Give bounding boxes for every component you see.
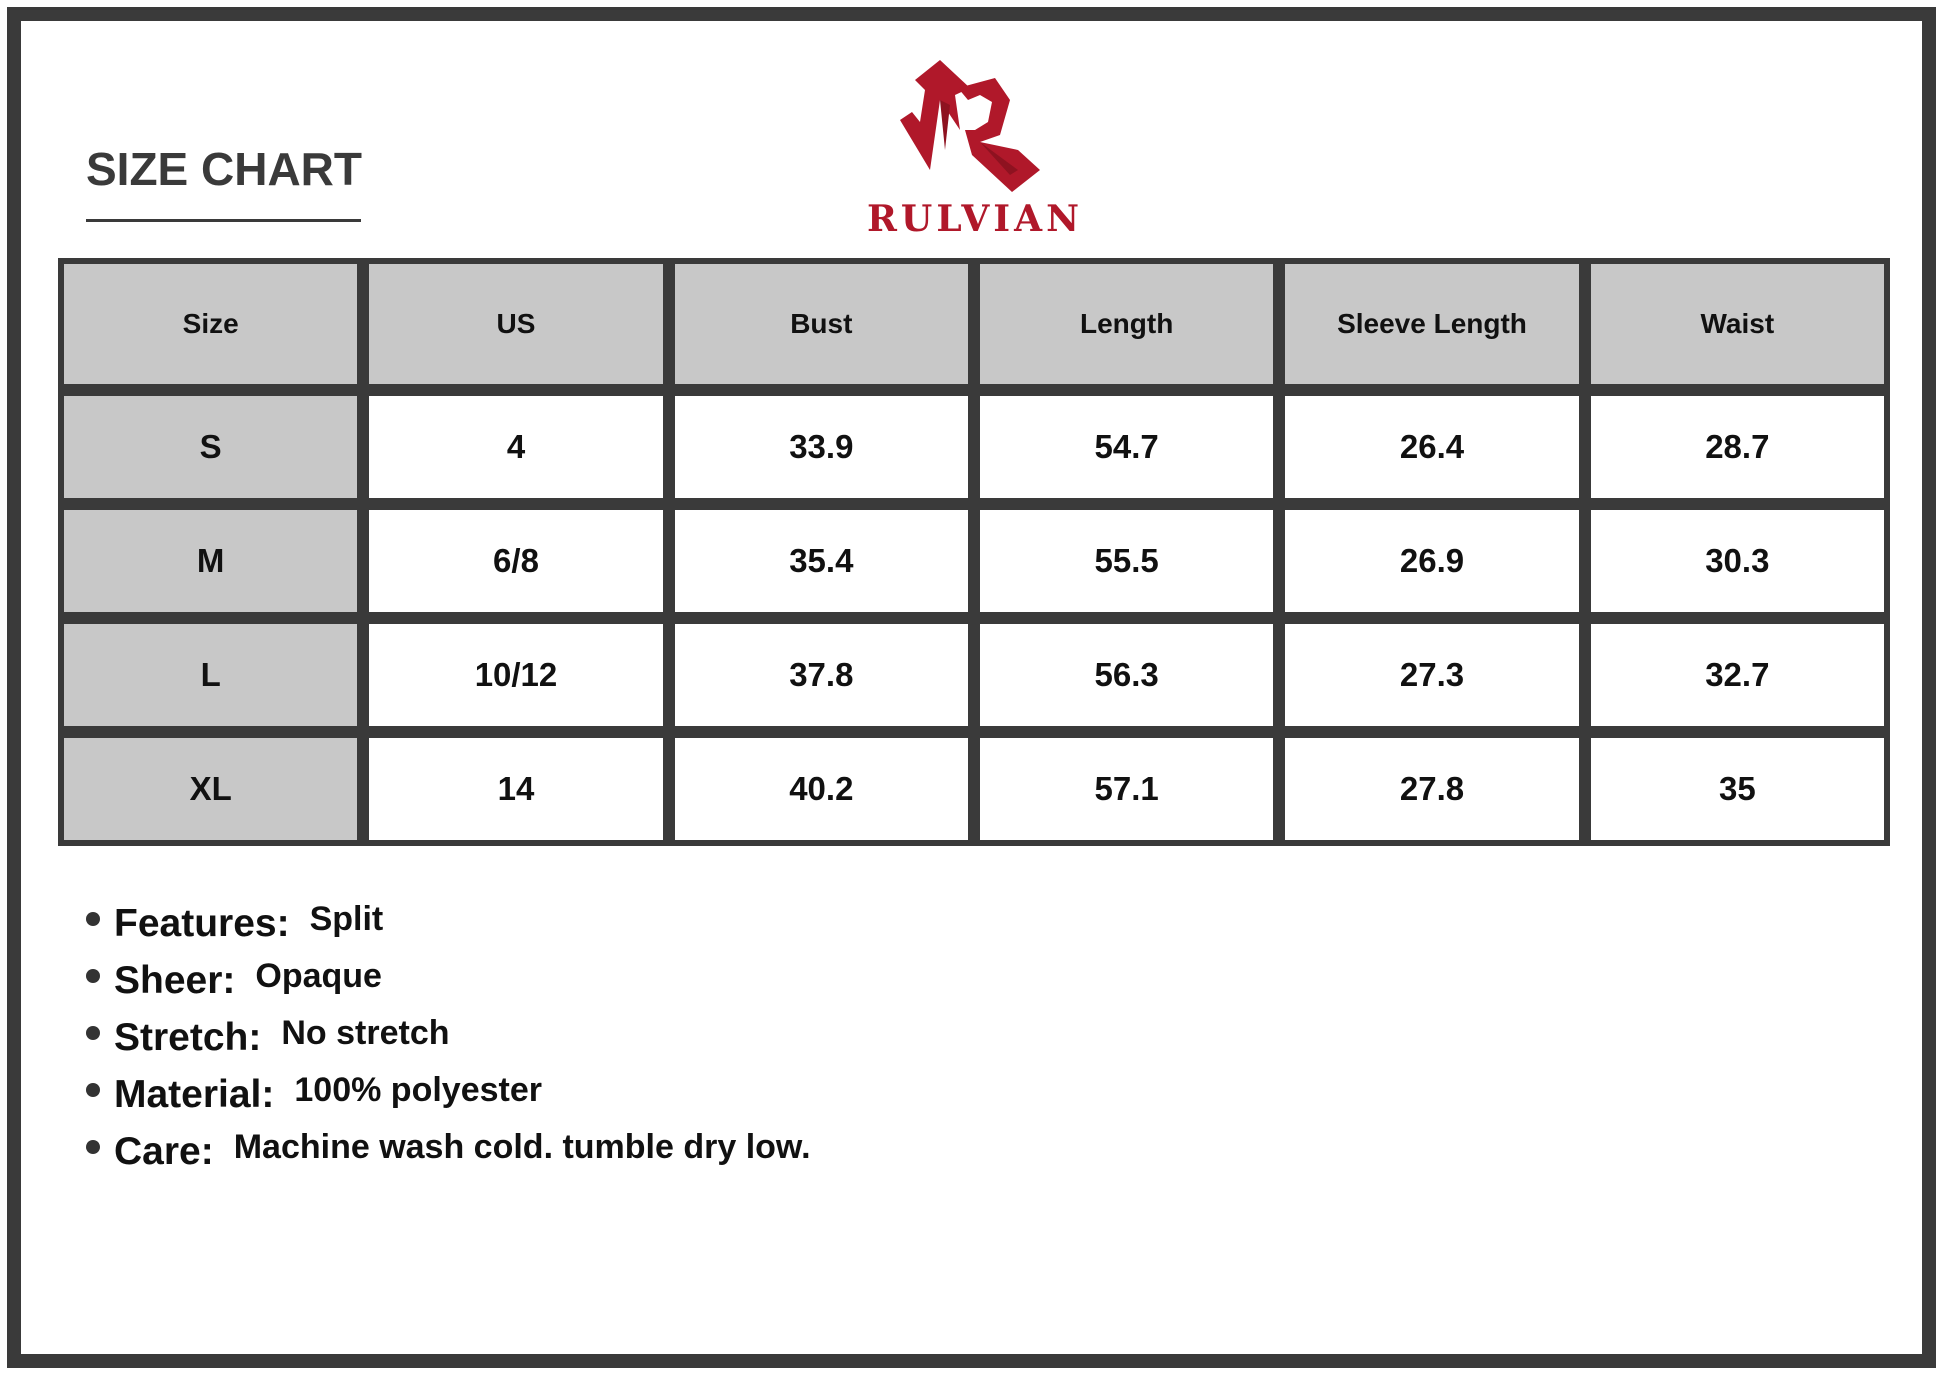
table-cell: 30.3 <box>1590 510 1884 612</box>
feature-value: Machine wash cold. tumble dry low. <box>233 1128 811 1166</box>
table-cell: 27.8 <box>1285 738 1579 840</box>
feature-label: Features: <box>114 901 290 945</box>
table-cell: 57.1 <box>980 738 1274 840</box>
feature-value: No stretch <box>281 1014 450 1052</box>
feature-label: Sheer: <box>114 958 236 1002</box>
table-cell: 55.5 <box>980 510 1274 612</box>
header-cell: Bust <box>674 264 968 384</box>
table-cell: 54.7 <box>980 396 1274 498</box>
bullet-icon <box>86 968 100 983</box>
table-cell: 35.4 <box>674 510 968 612</box>
table-cell: 33.9 <box>674 396 968 498</box>
feature-label: Stretch: <box>114 1015 262 1059</box>
bullet-icon <box>86 911 100 926</box>
features-list: Features: Split Sheer: Opaque Stretch: No str… <box>86 895 811 1180</box>
table-cell: 37.8 <box>674 624 968 726</box>
table-cell: 27.3 <box>1285 624 1579 726</box>
feature-item: Sheer: Opaque <box>86 952 811 1009</box>
bullet-icon <box>86 1025 100 1040</box>
feature-item: Features: Split <box>86 895 811 952</box>
size-table: Size US Bust Length Sleeve Length Waist S 4 33.9… <box>58 258 1890 846</box>
bullet-icon <box>86 1082 100 1097</box>
table-cell: 28.7 <box>1590 396 1884 498</box>
feature-label: Care: <box>114 1129 214 1173</box>
header-cell: Length <box>980 264 1274 384</box>
title-underline <box>86 219 361 222</box>
table-cell: 56.3 <box>980 624 1274 726</box>
size-label-cell: XL <box>64 738 358 840</box>
header-cell: Size <box>64 264 358 384</box>
table-cell: 6/8 <box>369 510 663 612</box>
size-label-cell: M <box>64 510 358 612</box>
table-cell: 35 <box>1590 738 1884 840</box>
brand-logo <box>900 60 1040 192</box>
table-cell: 14 <box>369 738 663 840</box>
page-frame <box>7 7 1936 1368</box>
feature-item: Stretch: No stretch <box>86 1009 811 1066</box>
feature-label: Material: <box>114 1072 275 1116</box>
feature-item: Care: Machine wash cold. tumble dry low. <box>86 1123 811 1180</box>
header-cell: US <box>369 264 663 384</box>
bullet-icon <box>86 1139 100 1154</box>
feature-value: 100% polyester <box>294 1071 542 1109</box>
table-cell: 40.2 <box>674 738 968 840</box>
table-cell: 26.9 <box>1285 510 1579 612</box>
feature-item: Material: 100% polyester <box>86 1066 811 1123</box>
table-cell: 4 <box>369 396 663 498</box>
feature-value: Opaque <box>255 957 382 995</box>
size-label-cell: L <box>64 624 358 726</box>
header-cell: Waist <box>1590 264 1884 384</box>
header-cell: Sleeve Length <box>1285 264 1579 384</box>
table-cell: 26.4 <box>1285 396 1579 498</box>
brand-name: RULVIAN <box>867 198 1083 240</box>
page-title: SIZE CHART <box>86 143 362 195</box>
table-cell: 32.7 <box>1590 624 1884 726</box>
size-label-cell: S <box>64 396 358 498</box>
table-cell: 10/12 <box>369 624 663 726</box>
feature-value: Split <box>309 900 384 938</box>
